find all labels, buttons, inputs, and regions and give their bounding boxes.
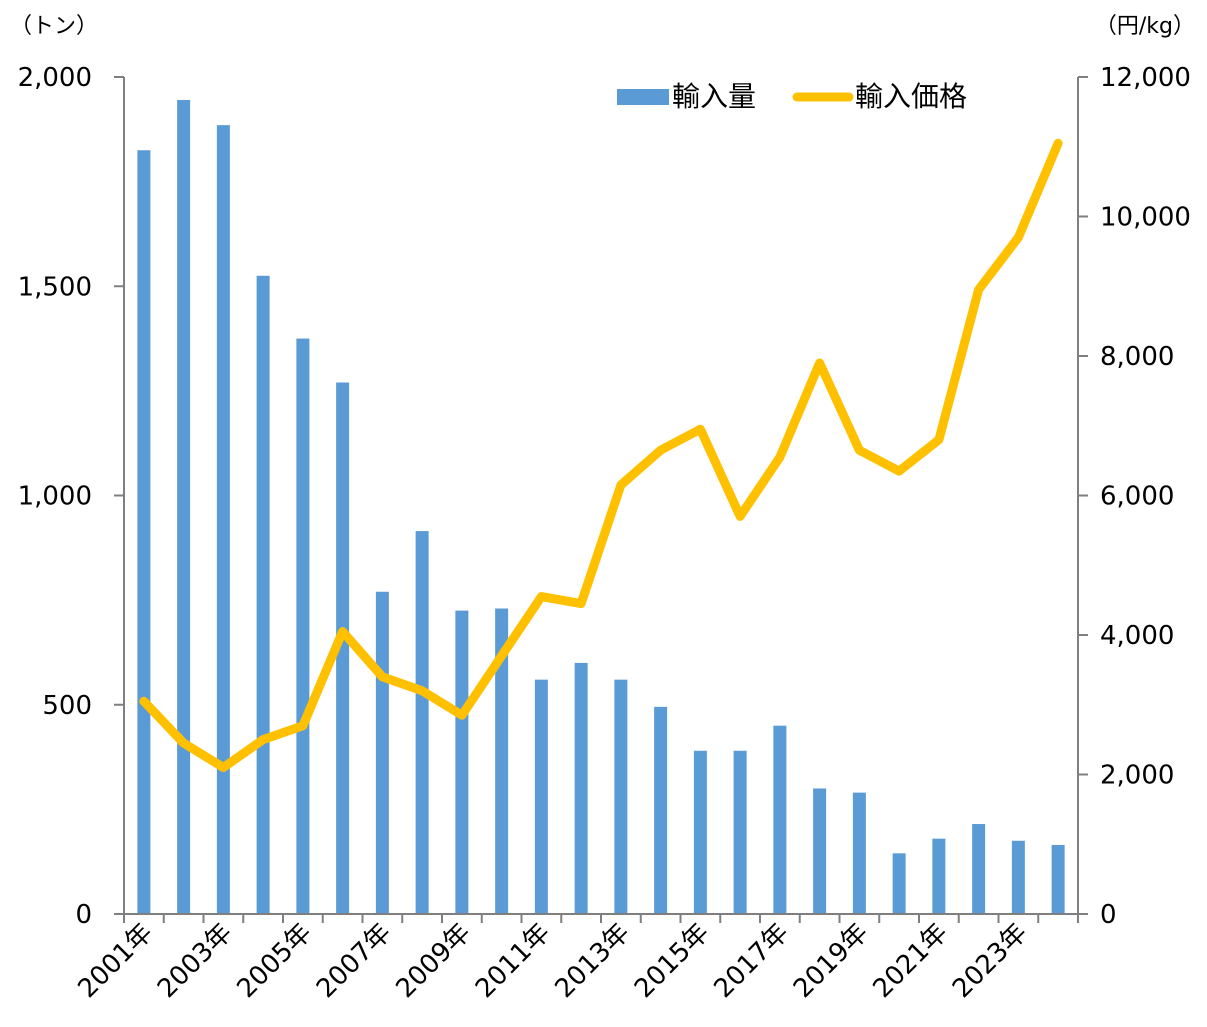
bar <box>336 382 350 914</box>
x-tick-label: 2019年 <box>788 918 874 1004</box>
bar <box>455 610 469 914</box>
bar <box>813 788 827 914</box>
legend-label-import-volume: 輸入量 <box>672 80 756 113</box>
left-tick-label: 1,000 <box>18 482 92 512</box>
x-tick-label: 2007年 <box>311 918 397 1004</box>
x-tick-label: 2005年 <box>231 918 317 1004</box>
right-tick-label: 10,000 <box>1100 203 1191 233</box>
bar <box>1051 844 1065 914</box>
legend: 輸入量 輸入価格 <box>617 80 967 113</box>
left-axis-ticks: 0 500 1,000 1,500 2,000 <box>18 63 124 930</box>
bar-series-import-volume <box>137 100 1065 915</box>
bar <box>534 679 548 914</box>
bar <box>614 679 628 914</box>
x-tick-label: 2009年 <box>390 918 476 1004</box>
left-tick-label: 0 <box>75 900 92 930</box>
legend-label-import-price: 輸入価格 <box>855 80 967 113</box>
bar <box>852 792 866 914</box>
bar <box>932 838 946 914</box>
bar <box>137 150 151 915</box>
bar <box>773 725 787 914</box>
price-line <box>139 138 1063 772</box>
bar <box>216 125 230 914</box>
left-tick-label: 500 <box>42 691 92 721</box>
x-axis-ticks: 2001年2003年2005年2007年2009年2011年2013年2015年… <box>72 914 1079 1004</box>
bar <box>256 275 270 915</box>
x-tick-label: 2013年 <box>549 918 635 1004</box>
bar <box>375 591 389 914</box>
bar <box>693 750 707 914</box>
right-tick-label: 6,000 <box>1100 482 1174 512</box>
right-tick-label: 8,000 <box>1100 342 1174 372</box>
left-tick-label: 1,500 <box>18 272 92 302</box>
right-tick-label: 2,000 <box>1100 761 1174 791</box>
x-tick-label: 2015年 <box>629 918 715 1004</box>
bar <box>495 608 509 914</box>
x-tick-label: 2011年 <box>470 918 556 1004</box>
bar <box>892 853 906 914</box>
x-tick-label: 2021年 <box>867 918 953 1004</box>
x-tick-label: 2003年 <box>152 918 238 1004</box>
bar <box>415 531 429 914</box>
left-axis-unit: （トン） <box>10 14 98 39</box>
left-tick-label: 2,000 <box>18 63 92 93</box>
legend-swatch-import-volume <box>617 89 669 105</box>
bar <box>1011 840 1025 914</box>
bar <box>654 706 668 914</box>
bar <box>177 100 191 914</box>
right-tick-label: 0 <box>1100 900 1117 930</box>
right-axis-ticks: 0 2,000 4,000 6,000 8,000 10,000 12,000 <box>1078 63 1191 930</box>
right-tick-label: 4,000 <box>1100 621 1174 651</box>
x-tick-label: 2023年 <box>947 918 1033 1004</box>
x-tick-label: 2017年 <box>708 918 794 1004</box>
bar <box>972 824 986 914</box>
bar <box>574 662 588 914</box>
bar <box>296 338 310 914</box>
right-axis-unit: （円/kg） <box>1095 14 1195 39</box>
right-tick-label: 12,000 <box>1100 63 1191 93</box>
x-tick-label: 2001年 <box>72 918 158 1004</box>
bar <box>733 750 747 914</box>
line-series-import-price <box>139 138 1063 772</box>
